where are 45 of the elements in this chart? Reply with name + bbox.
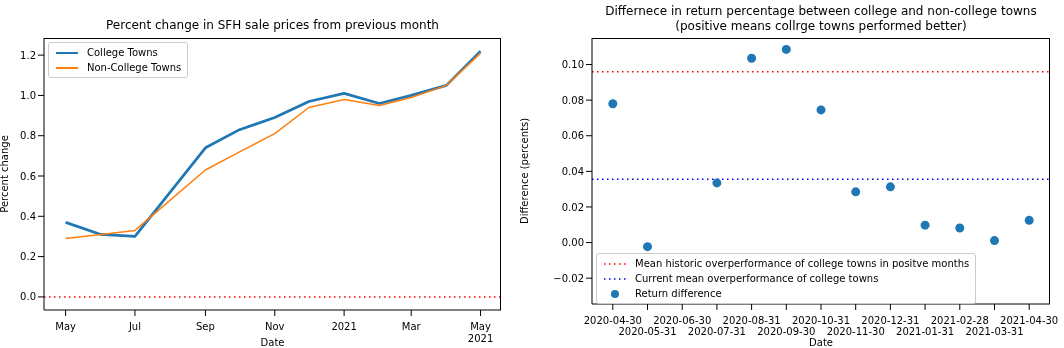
x-tick-label: 2020-10-31	[791, 315, 851, 326]
y-tick-label: 0.8	[20, 130, 36, 142]
chart-title: Percent change in SFH sale prices from previous month	[105, 18, 440, 33]
x-tick-label: May	[55, 321, 77, 332]
y-tick-label: −0.02	[553, 272, 584, 284]
y-tick-label: 0.08	[561, 94, 584, 106]
x-tick-label: Nov	[265, 321, 285, 332]
y-tick-label: 0.10	[561, 59, 584, 71]
x-tick-label: 2021-04-30	[1000, 315, 1059, 326]
y-tick-label: 0.4	[20, 210, 36, 222]
legend-label: Non-College Towns	[87, 62, 182, 73]
x-axis-title: Date	[809, 337, 833, 348]
y-tick-label: 0.2	[20, 251, 36, 263]
y-tick-label: 0.04	[561, 165, 584, 177]
y-tick-label: 1.0	[20, 89, 36, 101]
y-tick-label: 0.06	[561, 130, 584, 142]
legend-label: Current mean overperformance of college towns	[635, 273, 879, 284]
x-tick-label: Jul	[127, 321, 141, 332]
x-tick-label: 2021-03-31	[965, 326, 1024, 337]
y-axis-title: Difference (percents)	[518, 117, 530, 225]
x-tick-label: 2020-11-30	[826, 326, 885, 337]
legend-label: College Towns	[87, 47, 158, 58]
x-tick-label: 2021-01-31	[896, 326, 955, 337]
y-tick-label: 0.02	[561, 201, 584, 213]
x-tick-label: 2021-02-28	[930, 315, 989, 326]
legend-label: Mean historic overperformance of college towns in positve months	[635, 258, 970, 269]
y-axis-title: Percent change	[0, 135, 10, 213]
x-tick-label: 2021	[331, 321, 357, 332]
chart-title: Differnece in return percentage between college and non-college towns (positive means collrge towns performed better)	[604, 4, 1038, 34]
x-tick-label: 2020-06-30	[653, 315, 712, 326]
x-tick-label: 2020-07-31	[687, 326, 746, 337]
x-tick-label: 2020-09-30	[757, 326, 816, 337]
x-tick-label: 2020-04-30	[583, 315, 642, 326]
x-tick-label: Mar	[401, 321, 422, 332]
x-axis-title: Date	[260, 337, 285, 348]
y-tick-label: 0.6	[20, 170, 36, 182]
x-tick-label: Sep	[196, 321, 215, 332]
x-tick-label: May 2021	[467, 321, 494, 344]
x-tick-label: 2020-05-31	[618, 326, 677, 337]
y-tick-label: 0.0	[20, 291, 36, 303]
legend-label: Return difference	[635, 288, 722, 299]
x-tick-label: 2020-12-31	[861, 315, 920, 326]
y-tick-label: 0.00	[561, 237, 584, 249]
y-tick-label: 1.2	[20, 49, 36, 61]
x-tick-label: 2020-08-31	[722, 315, 781, 326]
